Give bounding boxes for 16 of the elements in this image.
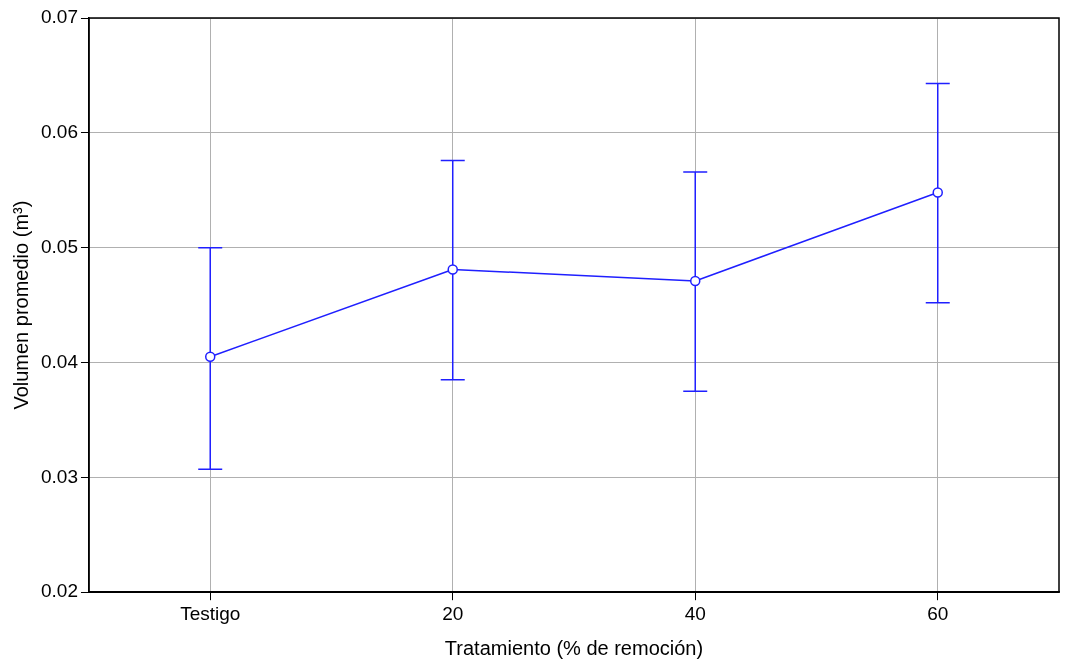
point: [932, 187, 943, 198]
x-tick-label: 20: [442, 602, 464, 624]
x-tick-label: 40: [684, 602, 706, 624]
y-tick-label: 0.07: [41, 6, 78, 28]
point: [204, 351, 216, 363]
y-tick-label: 0.02: [41, 580, 78, 602]
y-tick-label: 0.06: [41, 121, 78, 143]
point: [447, 264, 458, 275]
y-tick-label: 0.04: [41, 350, 79, 372]
y-axis-title: Volumen promedio (m³): [9, 200, 32, 410]
x-tick-label: 60: [927, 602, 949, 624]
x-tick-label: Testigo: [180, 602, 241, 624]
point: [689, 275, 701, 287]
y-tick-label: 0.03: [41, 465, 78, 487]
y-tick-label: 0.05: [41, 235, 78, 257]
x-axis-title: Tratamiento (% de remoción): [444, 636, 704, 659]
